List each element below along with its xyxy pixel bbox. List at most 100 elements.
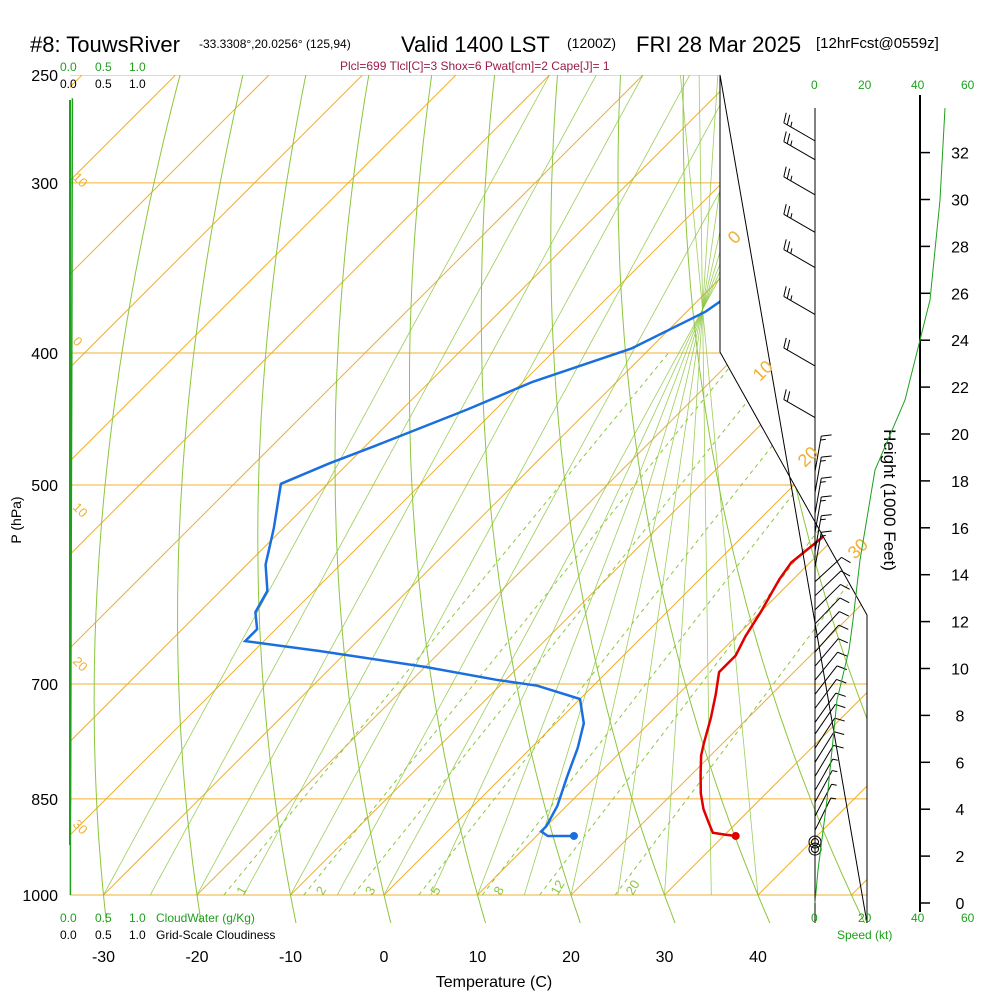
temperature-tick-30: 30 — [656, 949, 674, 966]
wind-barb-staff-26 — [814, 435, 822, 472]
isotherm-30 — [664, 75, 867, 896]
wind-barb-feather-28-0 — [783, 337, 787, 349]
wind-barb-staff-22 — [814, 515, 822, 552]
wind-barb-staff-30 — [783, 249, 816, 268]
wind-speed-profile — [814, 107, 946, 904]
wind-barb-half-29 — [790, 295, 793, 301]
wind-barb-staff-31 — [783, 213, 816, 233]
wind-barb-staff-27 — [783, 399, 816, 419]
wind-barb-feather-25-0 — [821, 455, 832, 458]
dry-adiabat-100 — [995, 51, 1000, 924]
plot-frame — [719, 74, 868, 924]
isotherm-label-0: 0 — [724, 227, 745, 248]
bottom-cloud-legend: 0.0 0.5 1.0 CloudWater (g/Kg) 0.0 0.5 1.… — [60, 911, 275, 942]
moist-adiabat--5 — [336, 75, 784, 896]
wind-barb-4 — [814, 770, 838, 803]
wind-barb-25 — [814, 455, 832, 493]
wind-barb-18 — [814, 583, 850, 611]
wind-barb-staff-12 — [814, 665, 838, 695]
wind-barb-24 — [814, 476, 832, 514]
wind-barb-30 — [783, 239, 816, 268]
top-speed-legend: 0 20 40 60 — [811, 78, 975, 92]
stability-indices: Plcl=699 Tlcl[C]=3 Shox=6 Pwat[cm]=2 Cap… — [340, 59, 610, 73]
wind-barb-half-34 — [790, 121, 793, 127]
surface-temperature-dot — [731, 831, 740, 840]
temperature-axis-label: Temperature (C) — [436, 974, 552, 991]
wind-barb-feather-27-1 — [786, 391, 791, 402]
top-cloud-legend: 0.0 0.5 1.0 0.0 0.5 1.0 — [60, 60, 146, 91]
wind-barb-staff-29 — [783, 295, 816, 315]
dry-adiabat-70 — [807, 75, 867, 923]
wind-barb-staff-20 — [814, 556, 842, 583]
dry-adiabat-0 — [334, 75, 392, 923]
wind-barb-feather-6-0 — [833, 744, 844, 749]
height-tick-20: 20 — [951, 427, 969, 444]
height-tick-28: 28 — [951, 239, 969, 256]
wind-barb-2 — [814, 797, 837, 831]
temperature-profile — [699, 97, 867, 838]
wind-barb-27 — [783, 389, 816, 419]
height-tick-26: 26 — [951, 286, 969, 303]
temperature-tick-10: 10 — [469, 949, 487, 966]
wind-barb-staff-11 — [814, 679, 837, 709]
moist-adiabat--10 — [290, 75, 737, 896]
mixing-ratio-label-12: 12 — [547, 877, 567, 897]
temperature-tick-20: 20 — [562, 949, 580, 966]
wind-barb-staff-23 — [814, 496, 822, 533]
wind-barb-feather-19-0 — [840, 570, 851, 577]
height-tick-30: 30 — [951, 193, 969, 210]
height-tick-12: 12 — [951, 615, 969, 632]
dry-adiabat-40 — [617, 75, 771, 923]
height-axis-label: Height (1000 Feet) — [880, 429, 899, 571]
height-tick-16: 16 — [951, 521, 969, 538]
wind-barb-staff-18 — [814, 584, 841, 611]
wind-barb-33 — [783, 131, 816, 161]
wind-barb-feather-8-0 — [834, 717, 845, 722]
dry-adiabat--10 — [257, 75, 312, 923]
cloudwater-profile — [69, 98, 74, 895]
mixing-ratio-label-20: 20 — [623, 877, 643, 897]
valid-time: Valid 1400 LST — [401, 32, 550, 57]
dry-adiabat-60 — [745, 75, 867, 923]
dry-adiabat-30 — [550, 75, 676, 923]
speed-label: Speed (kt) — [837, 928, 892, 942]
speed-top-black-0: 0 — [811, 78, 818, 92]
pressure-tick-400: 400 — [31, 346, 58, 363]
wind-barb-16 — [814, 611, 849, 639]
valid-date: FRI 28 Mar 2025 — [636, 32, 801, 57]
cloud-bottom-black-1: 0.5 — [95, 928, 112, 942]
dry-adiabat-20 — [480, 75, 582, 923]
wind-barb-26 — [814, 434, 832, 472]
height-tick-10: 10 — [951, 662, 969, 679]
height-tick-8: 8 — [956, 708, 965, 725]
wind-barb-7 — [814, 731, 845, 763]
wind-barb-5 — [814, 758, 838, 791]
wind-barb-feather-12-0 — [836, 665, 847, 671]
wind-barb-feather-32-0 — [783, 166, 787, 177]
pressure-axis: 250 300 400 500 700 850 1000 — [22, 68, 58, 905]
wind-barb-32 — [783, 166, 816, 196]
height-tick-22: 22 — [951, 380, 969, 397]
wind-barb-staff-21 — [814, 532, 822, 568]
speed-top-green-0: 20 — [858, 78, 872, 92]
header: #8: TouwsRiver -33.3308°,20.0256° (125,9… — [30, 32, 939, 73]
wind-barb-feather-24-0 — [821, 476, 832, 479]
station-title: #8: TouwsRiver — [30, 32, 180, 57]
wind-barb-10 — [814, 692, 846, 723]
wind-barb-feather-28-1 — [786, 339, 791, 351]
temperature-tick--30: -30 — [92, 949, 115, 966]
wind-barb-13 — [814, 651, 848, 681]
wind-barb-staff-25 — [814, 457, 822, 493]
wind-barb-15 — [814, 624, 849, 653]
surface-dewpoint-dot — [569, 831, 578, 840]
wind-barb-feather-30-0 — [783, 239, 787, 250]
wind-barb-feather-30-1 — [786, 241, 791, 252]
dry-adiabat--30 — [93, 75, 187, 923]
wind-barb-feather-32-1 — [786, 168, 791, 179]
wind-barb-22 — [814, 514, 832, 552]
mixing-ratio-2 — [303, 352, 742, 896]
cloud-top-green-0: 0.0 — [60, 60, 77, 74]
wind-barb-half-32 — [790, 175, 793, 181]
isotherm-label-3: 30 — [844, 535, 872, 563]
